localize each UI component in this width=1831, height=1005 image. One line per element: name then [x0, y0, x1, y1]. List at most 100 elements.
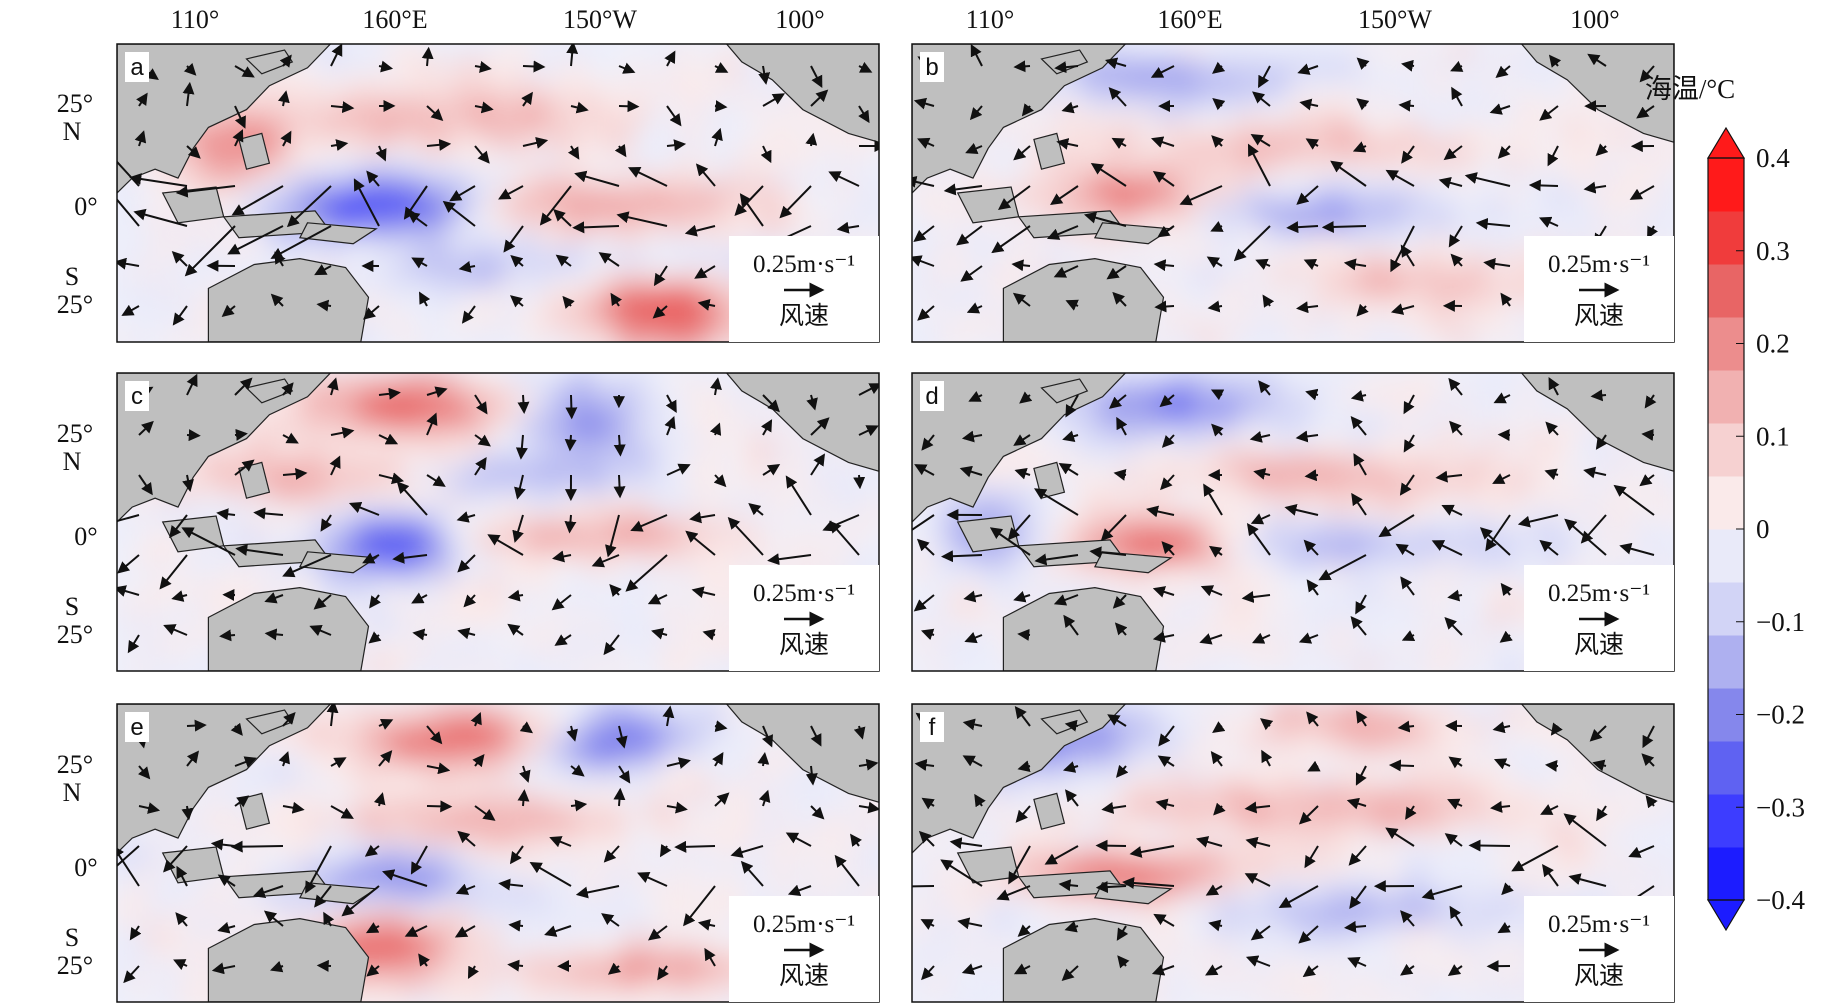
wind-vector	[616, 211, 668, 227]
wind-vector	[1431, 540, 1463, 556]
wind-vector	[697, 298, 716, 311]
wind-vector	[555, 254, 572, 267]
wind-vector	[509, 295, 524, 308]
wind-vector	[727, 517, 764, 556]
wind-vector	[1056, 138, 1079, 150]
wind-vector	[515, 434, 528, 460]
wind-vector	[598, 252, 620, 267]
wind-vector	[940, 859, 983, 887]
colorbar-boxes	[1706, 126, 1746, 932]
wind-vector	[1619, 542, 1655, 556]
wind-vector	[1298, 925, 1319, 944]
wind-vector	[996, 885, 1031, 901]
wind-vector	[1062, 761, 1079, 773]
wind-vector	[565, 394, 578, 420]
wind-vector	[921, 628, 935, 641]
wind-vector	[1153, 259, 1175, 272]
wind-vector	[712, 751, 724, 767]
wind-vector	[785, 832, 812, 847]
wind-vector	[767, 553, 812, 566]
lat-label-0: 0°	[74, 853, 97, 882]
wind-vector	[117, 514, 140, 523]
wind-vector	[1447, 589, 1463, 602]
wind-vector	[1064, 920, 1079, 933]
map-panel-d: d 0.25m·s⁻¹ 风速	[911, 372, 1675, 672]
wind-vector	[341, 885, 380, 917]
wind-vector	[554, 634, 572, 646]
wind-vector	[758, 65, 771, 85]
wind-vector	[1352, 141, 1367, 153]
wind-vector	[917, 137, 935, 149]
colorbar-tick-label: 0.2	[1756, 329, 1790, 359]
wind-scale-label: 风速	[779, 962, 829, 990]
wind-vector	[263, 910, 284, 927]
colorbar-box	[1708, 158, 1744, 212]
wind-vector	[1015, 805, 1031, 823]
wind-vector	[1421, 885, 1463, 901]
wind-vector	[1304, 469, 1319, 482]
wind-vector	[714, 720, 728, 733]
wind-vector	[704, 947, 716, 967]
wind-vector	[211, 962, 236, 975]
wind-vector	[1356, 57, 1370, 70]
wind-vector	[1449, 905, 1463, 927]
wind-vector	[959, 465, 983, 478]
wind-vector	[610, 292, 623, 307]
lat-label-n: N	[63, 447, 82, 476]
wind-vector	[1583, 181, 1607, 194]
wind-vector	[1563, 813, 1607, 847]
wind-vector	[426, 762, 451, 775]
wind-vector	[912, 514, 935, 532]
wind-vector	[1053, 594, 1079, 606]
lat-label-25s: 25°	[57, 290, 93, 319]
wind-vector	[1012, 292, 1031, 307]
wind-vector	[1083, 211, 1127, 227]
wind-vector	[1448, 377, 1463, 396]
wind-vector	[1528, 179, 1559, 192]
lat-label-n: N	[63, 778, 82, 807]
wind-vector	[666, 757, 691, 769]
wind-vector	[1017, 628, 1031, 641]
wind-scale-value: 0.25m·s⁻¹	[753, 251, 855, 278]
wind-vector	[470, 711, 482, 727]
wind-vector	[1306, 579, 1319, 596]
wind-vector	[614, 143, 627, 158]
wind-vector	[1378, 514, 1415, 538]
wind-vector	[314, 264, 332, 276]
wind-vector	[1356, 98, 1370, 111]
wind-vector	[280, 130, 292, 147]
wind-vector	[326, 704, 339, 727]
panel-letter: d	[925, 383, 938, 410]
wind-vector	[853, 474, 866, 490]
wind-vector	[960, 265, 983, 282]
wind-vector	[591, 554, 620, 568]
wind-vector	[912, 885, 935, 888]
wind-vector	[426, 725, 443, 745]
wind-vector	[1211, 423, 1224, 437]
wind-vector	[411, 257, 428, 269]
wind-vector	[1321, 220, 1367, 233]
panel-frame	[116, 703, 880, 1003]
wind-vector	[364, 844, 380, 857]
wind-vector	[695, 163, 716, 187]
lat-label-25n: 25°	[57, 750, 93, 779]
wind-vector	[522, 60, 546, 73]
wind-vector	[1397, 720, 1415, 733]
wind-scale-value: 0.25m·s⁻¹	[1548, 580, 1650, 607]
wind-vector	[378, 472, 405, 485]
lat-labels-row-1: 25° N 0° S 25°	[57, 89, 98, 319]
wind-vector	[217, 921, 236, 934]
wind-vector	[1400, 963, 1415, 976]
wind-vector	[498, 185, 524, 200]
lat-label-0: 0°	[74, 522, 97, 551]
wind-vector	[1014, 467, 1031, 480]
wind-vector	[1447, 964, 1463, 976]
wind-vector	[603, 634, 620, 656]
wind-scale-label: 风速	[1574, 302, 1624, 330]
wind-vector	[1095, 839, 1127, 852]
wind-vector	[666, 139, 687, 152]
wind-vector	[509, 845, 524, 865]
wind-vector	[182, 474, 194, 492]
wind-vector	[858, 801, 879, 814]
wind-vector	[117, 554, 140, 574]
